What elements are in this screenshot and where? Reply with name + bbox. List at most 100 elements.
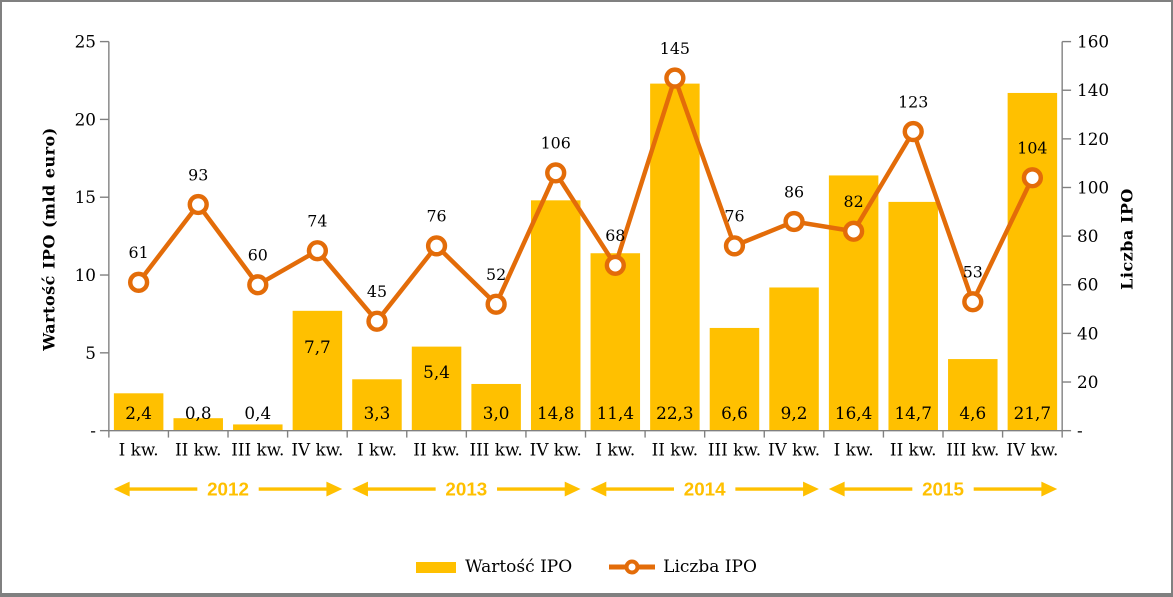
line-data-label: 52 xyxy=(486,265,506,284)
bar xyxy=(471,383,521,431)
line-data-label: 106 xyxy=(541,134,571,153)
line-marker xyxy=(545,162,567,184)
line-marker xyxy=(783,210,805,233)
line-data-label: 86 xyxy=(784,182,804,201)
bar-data-label: 21,7 xyxy=(1014,403,1051,423)
right-axis-tick-label: 120 xyxy=(1077,129,1109,149)
x-axis-category-label: IV kw. xyxy=(291,439,343,459)
bar xyxy=(411,346,462,431)
right-axis-tick-label: 40 xyxy=(1077,323,1098,343)
bar xyxy=(828,175,879,431)
bar xyxy=(233,424,283,431)
bar xyxy=(709,327,760,431)
x-axis-category-label: IV kw. xyxy=(530,439,582,459)
x-axis-category-label: II kw. xyxy=(413,439,460,459)
line-data-label: 68 xyxy=(605,226,625,245)
line-marker xyxy=(604,254,626,276)
right-axis-tick-label: 160 xyxy=(1077,32,1109,52)
left-axis-tick-label: 15 xyxy=(75,187,96,207)
x-axis-category-label: III kw. xyxy=(708,439,761,459)
left-axis-tick-label: 10 xyxy=(75,265,96,285)
line-data-label: 93 xyxy=(188,165,208,184)
bar xyxy=(292,310,343,431)
line-marker xyxy=(723,235,746,257)
legend-bar-swatch-icon xyxy=(416,561,457,573)
line-marker xyxy=(187,193,209,216)
right-axis-tick-label: - xyxy=(1077,421,1083,441)
bar xyxy=(1007,92,1058,431)
bar-data-label: 6,6 xyxy=(721,403,748,423)
bar-data-label: 4,6 xyxy=(959,403,986,423)
line-marker xyxy=(485,293,507,315)
year-arrow-right-head xyxy=(803,481,819,497)
legend-line-label: Liczba IPO xyxy=(663,557,757,577)
bar xyxy=(650,83,700,431)
line-series xyxy=(136,71,1035,325)
legend: Wartość IPO Liczba IPO xyxy=(2,557,1171,577)
bar-data-label: 0,8 xyxy=(185,403,212,423)
line-data-label: 53 xyxy=(963,263,983,282)
line-marker xyxy=(962,291,984,313)
right-axis-tick-label: 100 xyxy=(1077,177,1109,197)
year-arrow-right-head xyxy=(1041,481,1058,497)
line-data-label: 60 xyxy=(248,246,268,265)
right-axis-tick-label: 80 xyxy=(1077,226,1098,246)
line-data-label: 74 xyxy=(307,212,327,231)
bar xyxy=(352,379,402,431)
bar-data-label: 3,3 xyxy=(364,403,391,423)
x-axis-category-label: I kw. xyxy=(834,439,874,459)
bar xyxy=(590,253,641,431)
bar xyxy=(769,287,819,431)
bar xyxy=(888,201,938,431)
year-arrow-left-head xyxy=(352,481,368,497)
bar-data-label: 22,3 xyxy=(656,403,693,423)
right-axis-tick-label: 60 xyxy=(1077,275,1098,295)
bar-data-label: 5,4 xyxy=(423,362,450,382)
x-axis-category-label: I kw. xyxy=(595,439,635,459)
x-axis-category-label: II kw. xyxy=(175,439,222,459)
x-axis-category-label: III kw. xyxy=(946,439,999,459)
legend-bar-label: Wartość IPO xyxy=(465,557,573,577)
line-marker xyxy=(664,67,686,89)
year-label: 2014 xyxy=(684,479,726,500)
year-arrow-right-head xyxy=(564,481,581,497)
line-marker xyxy=(902,120,924,143)
bar-data-label: 7,7 xyxy=(304,337,331,357)
line-marker xyxy=(366,310,388,332)
x-axis-category-label: IV kw. xyxy=(1006,439,1058,459)
left-axis-tick-label: 20 xyxy=(75,109,96,129)
bar xyxy=(173,418,223,431)
year-arrow-right-head xyxy=(326,481,343,497)
left-axis-tick-label: 25 xyxy=(75,32,96,52)
bar xyxy=(948,359,998,431)
line-data-label: 82 xyxy=(844,192,864,211)
year-arrow-left-head xyxy=(828,481,845,497)
year-label: 2012 xyxy=(207,479,249,500)
bar xyxy=(113,393,164,431)
line-marker xyxy=(1021,167,1044,189)
line-data-label: 145 xyxy=(660,39,690,58)
bar-data-label: 0,4 xyxy=(244,403,271,423)
x-axis-category-label: II kw. xyxy=(652,439,699,459)
line-marker xyxy=(842,220,865,242)
line-data-label: 104 xyxy=(1017,139,1047,158)
line-data-label: 76 xyxy=(724,207,744,226)
year-arrow-left-head xyxy=(113,481,130,497)
left-axis-tick-label: - xyxy=(90,421,96,441)
x-axis-category-label: III kw. xyxy=(231,439,284,459)
left-axis-tick-label: 5 xyxy=(85,343,96,363)
x-axis-category-label: I kw. xyxy=(119,439,159,459)
bar-data-label: 2,4 xyxy=(125,403,152,423)
bar-data-label: 14,8 xyxy=(537,403,574,423)
bar-data-label: 14,7 xyxy=(894,403,931,423)
x-axis-category-label: I kw. xyxy=(357,439,397,459)
bar xyxy=(530,200,581,431)
legend-line-swatch-icon xyxy=(608,558,656,576)
year-label: 2015 xyxy=(922,479,964,500)
line-data-label: 45 xyxy=(367,282,387,301)
year-arrow-left-head xyxy=(590,481,607,497)
left-axis-title: Wartość IPO (mld euro) xyxy=(39,127,59,351)
right-axis-tick-label: 20 xyxy=(1077,372,1098,392)
bar-data-label: 9,2 xyxy=(781,403,808,423)
